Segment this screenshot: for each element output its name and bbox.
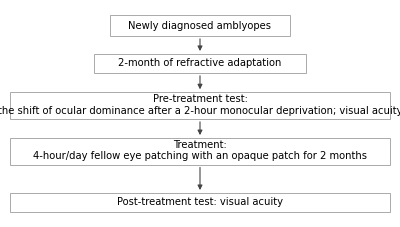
Text: the shift of ocular dominance after a 2-hour monocular deprivation; visual acuit: the shift of ocular dominance after a 2-… xyxy=(0,106,400,116)
FancyBboxPatch shape xyxy=(10,138,390,165)
Text: 4-hour/day fellow eye patching with an opaque patch for 2 months: 4-hour/day fellow eye patching with an o… xyxy=(33,151,367,161)
FancyBboxPatch shape xyxy=(10,193,390,212)
Text: Post-treatment test: visual acuity: Post-treatment test: visual acuity xyxy=(117,197,283,207)
Text: Treatment:: Treatment: xyxy=(173,140,227,150)
FancyBboxPatch shape xyxy=(94,54,306,73)
Text: Newly diagnosed amblyopes: Newly diagnosed amblyopes xyxy=(128,21,272,31)
FancyBboxPatch shape xyxy=(10,92,390,119)
FancyBboxPatch shape xyxy=(110,15,290,36)
Text: Pre-treatment test:: Pre-treatment test: xyxy=(152,94,248,104)
Text: 2-month of refractive adaptation: 2-month of refractive adaptation xyxy=(118,58,282,69)
